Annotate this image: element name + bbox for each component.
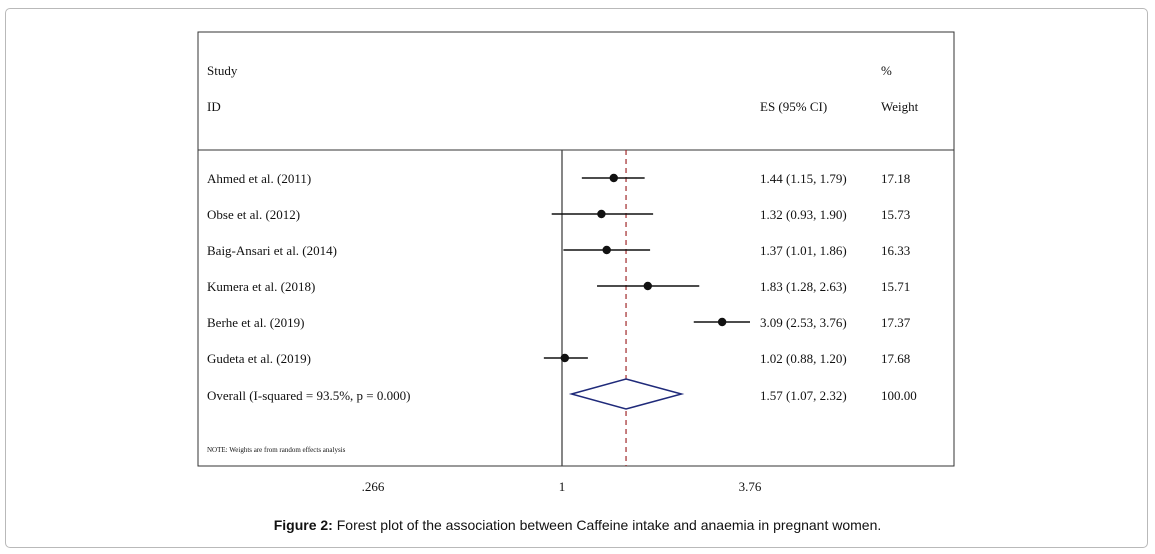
caption-label: Figure 2: bbox=[273, 517, 333, 533]
study-ci-text: 1.44 (1.15, 1.79) bbox=[760, 171, 847, 186]
overall-label: Overall (I-squared = 93.5%, p = 0.000) bbox=[207, 388, 410, 403]
study-row: Baig-Ansari et al. (2014) 1.37 (1.01, 1.8… bbox=[207, 243, 910, 258]
point-estimate bbox=[643, 281, 652, 291]
study-weight: 15.71 bbox=[881, 279, 910, 294]
point-estimate bbox=[602, 245, 611, 255]
study-row: Ahmed et al. (2011) 1.44 (1.15, 1.79) 17.1… bbox=[207, 171, 910, 186]
study-weight: 17.37 bbox=[881, 315, 911, 330]
study-name: Kumera et al. (2018) bbox=[207, 279, 315, 294]
point-estimate bbox=[560, 353, 570, 363]
study-row: Berhe et al. (2019) 3.09 (2.53, 3.76) 17.3… bbox=[207, 315, 911, 330]
study-ci-text: 1.32 (0.93, 1.90) bbox=[760, 207, 847, 222]
header-weight: Weight bbox=[881, 99, 919, 114]
x-tick-label: 3.76 bbox=[739, 479, 762, 494]
header-study: Study bbox=[207, 63, 238, 78]
study-weight: 17.18 bbox=[881, 171, 910, 186]
header-percent: % bbox=[881, 63, 892, 78]
overall-diamond bbox=[568, 378, 685, 410]
study-row: Obse et al. (2012) 1.32 (0.93, 1.90) 15.73 bbox=[207, 207, 910, 222]
point-estimate bbox=[597, 209, 606, 219]
study-weight: 17.68 bbox=[881, 351, 910, 366]
study-row: Kumera et al. (2018) 1.83 (1.28, 2.63) 15.… bbox=[207, 279, 910, 294]
caption-text: Forest plot of the association between C… bbox=[336, 517, 882, 533]
study-weight: 16.33 bbox=[881, 243, 910, 258]
header-id: ID bbox=[207, 99, 221, 114]
study-weight: 15.73 bbox=[881, 207, 910, 222]
figure-caption: Figure 2: Forest plot of the association… bbox=[0, 517, 1155, 533]
overall-ci-text: 1.57 (1.07, 2.32) bbox=[760, 388, 847, 403]
point-estimate bbox=[609, 173, 618, 183]
point-estimate bbox=[717, 317, 727, 327]
plot-box bbox=[197, 31, 955, 467]
study-ci-text: 3.09 (2.53, 3.76) bbox=[760, 315, 847, 330]
figure-frame bbox=[5, 8, 1148, 548]
study-name: Berhe et al. (2019) bbox=[207, 315, 304, 330]
overall-weight: 100.00 bbox=[881, 388, 917, 403]
study-name: Obse et al. (2012) bbox=[207, 207, 300, 222]
study-row: Gudeta et al. (2019) 1.02 (0.88, 1.20) 17.… bbox=[207, 351, 910, 366]
study-name: Baig-Ansari et al. (2014) bbox=[207, 243, 337, 258]
study-ci-text: 1.02 (0.88, 1.20) bbox=[760, 351, 847, 366]
x-tick-label: .266 bbox=[362, 479, 385, 494]
study-name: Gudeta et al. (2019) bbox=[207, 351, 311, 366]
x-tick-label: 1 bbox=[559, 479, 566, 494]
study-ci-text: 1.37 (1.01, 1.86) bbox=[760, 243, 847, 258]
study-ci-text: 1.83 (1.28, 2.63) bbox=[760, 279, 847, 294]
study-rows: Ahmed et al. (2011) 1.44 (1.15, 1.79) 17.1… bbox=[207, 171, 911, 366]
x-axis-ticks: .266 1 3.76 bbox=[362, 479, 762, 494]
study-name: Ahmed et al. (2011) bbox=[207, 171, 311, 186]
header-es-ci: ES (95% CI) bbox=[760, 99, 827, 114]
weights-note: NOTE: Weights are from random effects an… bbox=[207, 446, 346, 454]
